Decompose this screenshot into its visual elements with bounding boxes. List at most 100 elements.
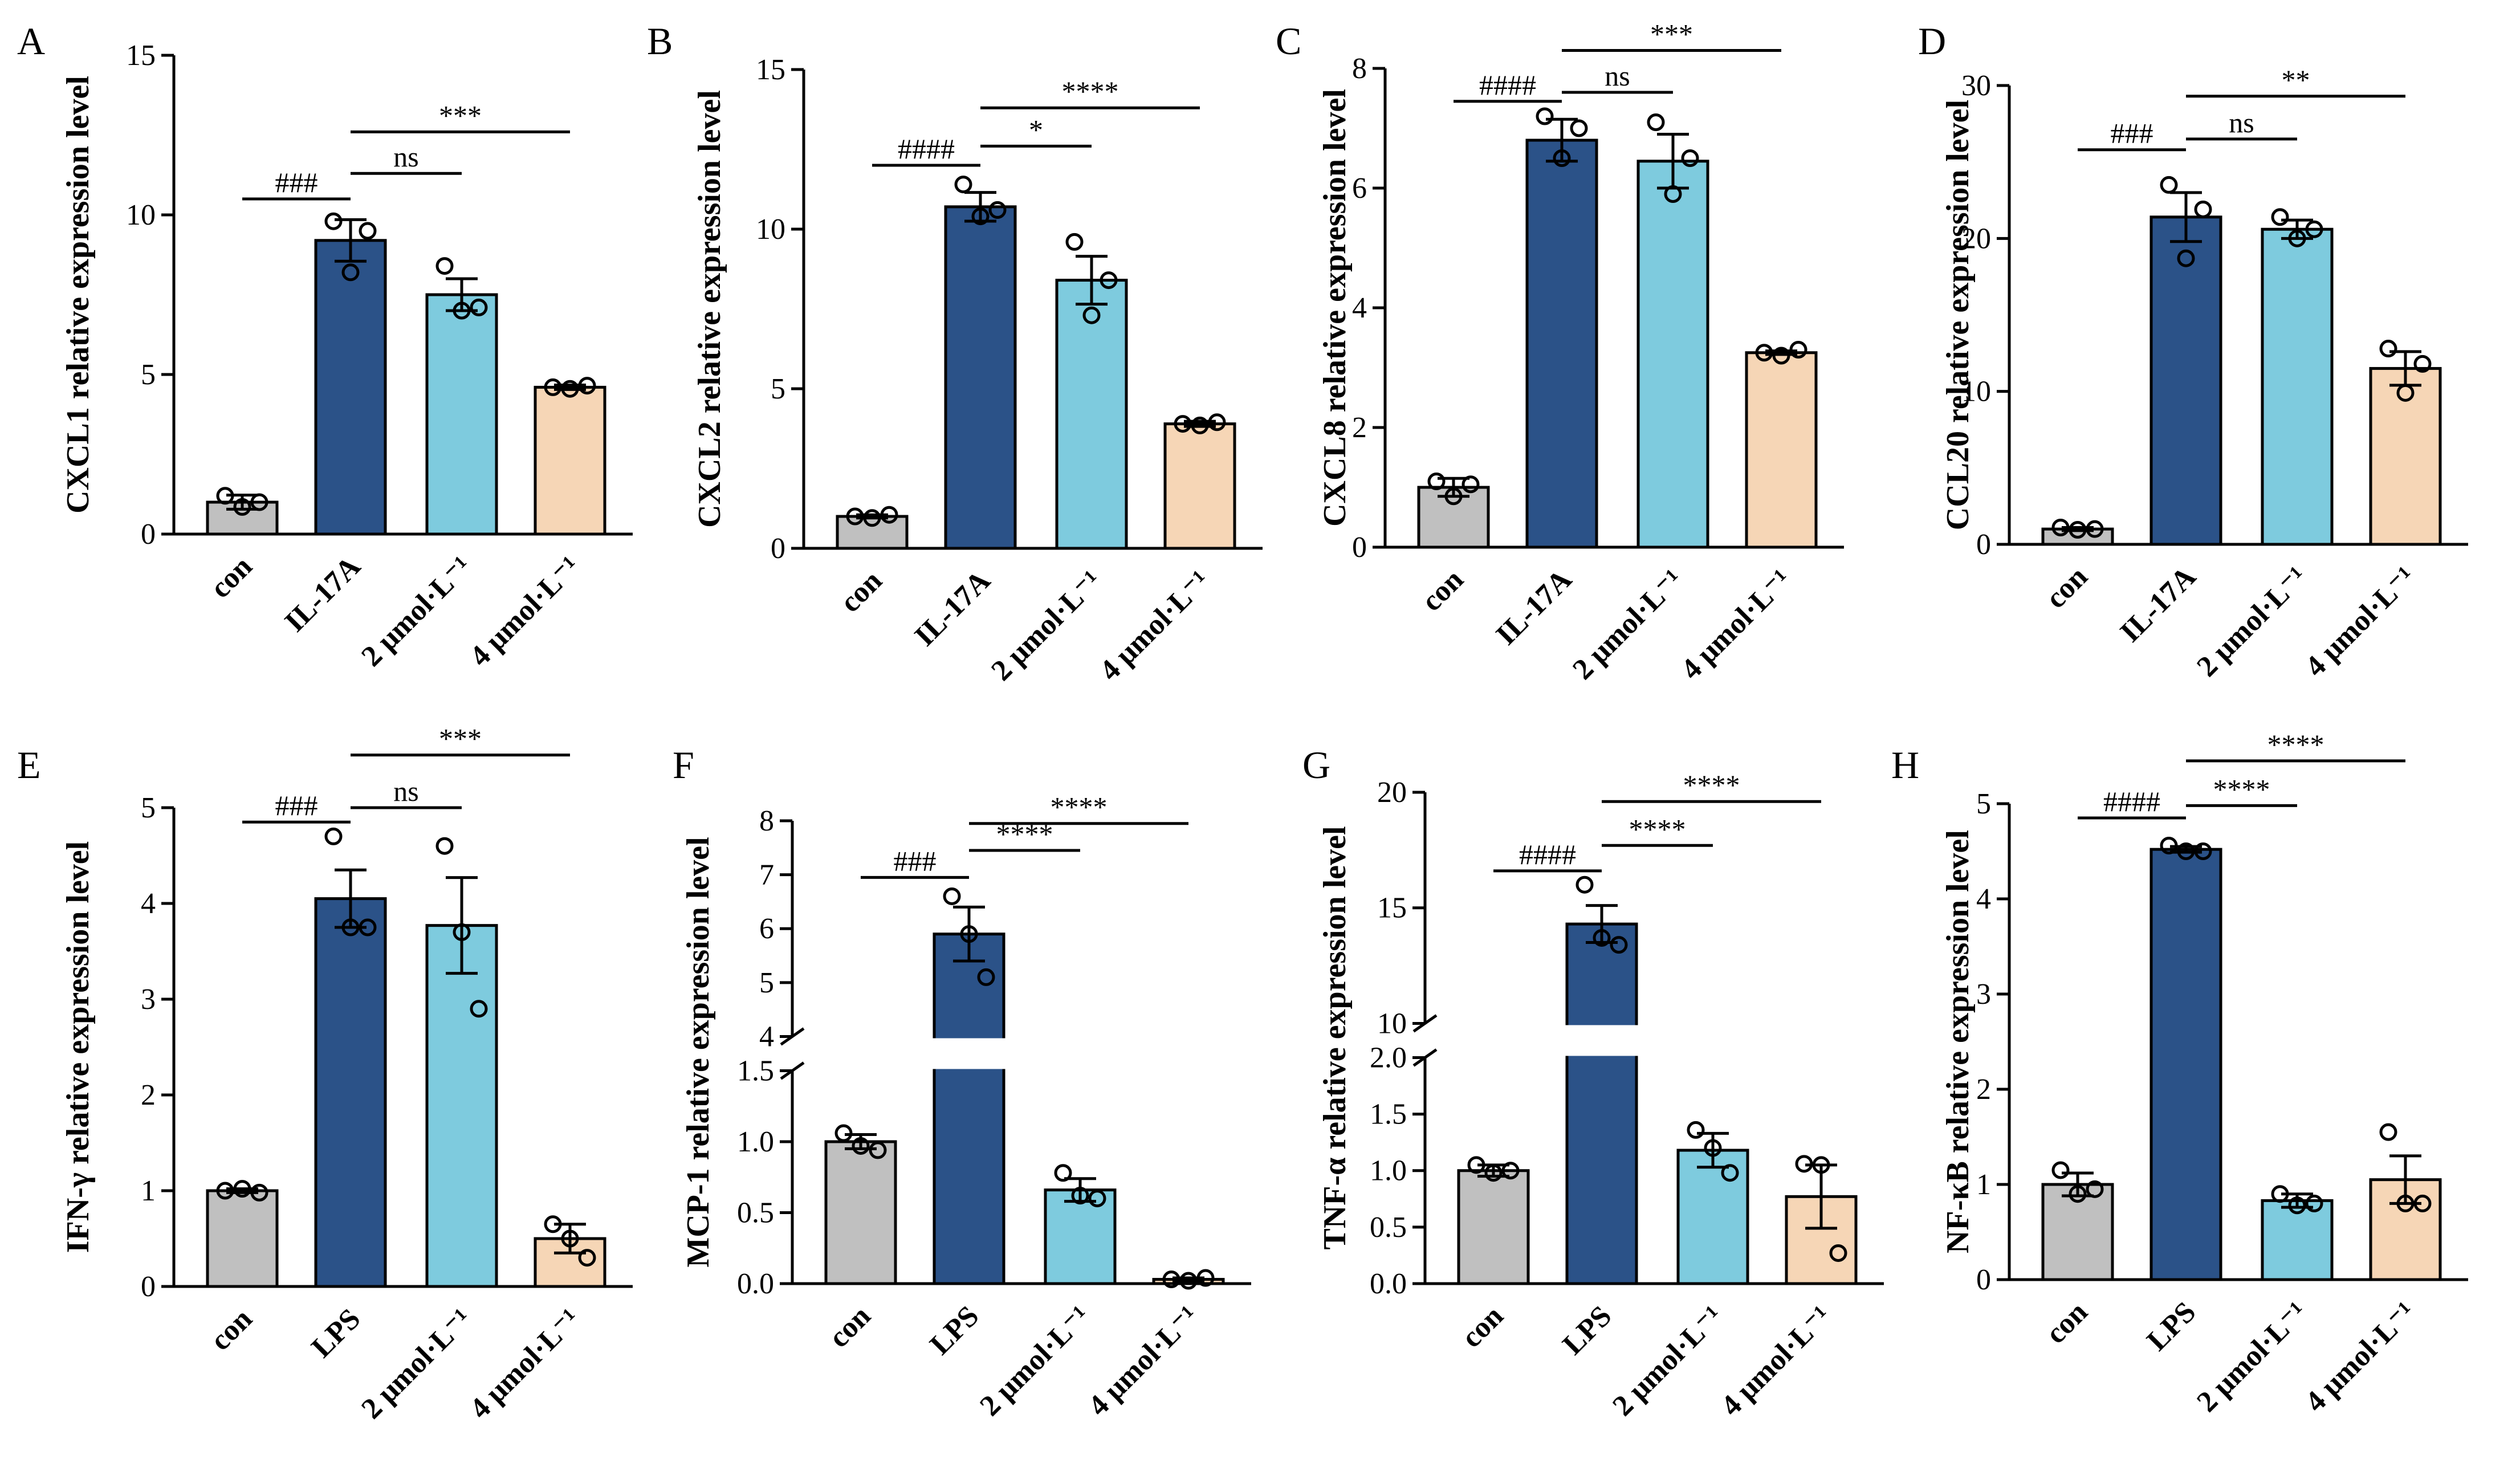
data-point (1065, 233, 1084, 251)
data-point (2396, 1194, 2415, 1212)
y-tick-label: 0.5 (737, 1196, 774, 1229)
bar (1636, 160, 1709, 549)
data-point (561, 1229, 579, 1248)
data-point (1501, 1162, 1520, 1180)
significance-label: ns (393, 775, 418, 807)
x-category-label: IL-17A (279, 550, 367, 638)
panel-letter: D (1918, 19, 1946, 63)
bar (2149, 215, 2222, 546)
panel-letter: E (17, 743, 41, 787)
data-point (341, 263, 360, 282)
data-point (2069, 521, 2087, 539)
data-point (1681, 149, 1699, 167)
y-tick-label: 0 (141, 518, 156, 551)
data-point (2288, 229, 2306, 247)
data-point (2194, 200, 2212, 218)
bar (206, 1189, 279, 1288)
x-category-label: con (2039, 560, 2094, 615)
bar (1044, 1188, 1117, 1285)
y-tick-label: 1.5 (737, 1054, 774, 1087)
data-point (2086, 1180, 2104, 1198)
y-tick-label: 8 (1352, 52, 1367, 85)
y-tick-label: 2 (1352, 412, 1367, 444)
data-point (341, 918, 360, 936)
data-point (453, 923, 471, 941)
y-axis-label: IFN-γ relative expression level (60, 841, 96, 1253)
data-point (1829, 1244, 1847, 1262)
data-point (1570, 119, 1588, 137)
y-tick-label: 10 (756, 213, 785, 246)
data-point (435, 257, 454, 275)
data-point (1467, 1156, 1485, 1174)
significance-label: ### (2111, 117, 2153, 149)
bar-break-gap (1565, 1025, 1639, 1056)
significance-label: ns (393, 141, 418, 173)
y-tick-label: 15 (1377, 892, 1407, 925)
data-point (233, 498, 251, 516)
data-point (1647, 113, 1665, 131)
significance-label: *** (1650, 18, 1693, 50)
chart-panel-F: F 0.0 0.5 1.0 1.54 5 6 7 8 MCP-1 relative express… (673, 743, 1251, 1422)
y-tick-label: 0 (771, 532, 785, 565)
y-tick-label: 5 (141, 792, 156, 824)
chart-panel-H: H 0 1 2 3 4 5NF-κB relative expression level co… (1891, 728, 2468, 1418)
data-point (233, 1180, 251, 1198)
significance-label: #### (1479, 69, 1536, 101)
y-axis-label: CXCL2 relative expression level (692, 90, 727, 528)
data-point (1162, 1271, 1180, 1289)
chart-panel-E: E 0 1 2 3 4 5 IFN-γ relative expression level co… (17, 723, 633, 1425)
data-point (250, 493, 268, 511)
x-category-label: IL-17A (2114, 560, 2203, 649)
data-point (1208, 413, 1226, 431)
data-point (2051, 518, 2070, 536)
data-point (216, 487, 234, 505)
data-point (1664, 185, 1682, 203)
data-point (1484, 1164, 1503, 1182)
data-point (846, 507, 864, 526)
bar (824, 1140, 897, 1285)
significance-label: *** (439, 99, 482, 131)
y-axis-label: TNF-α relative expression level (1317, 826, 1353, 1249)
y-tick-label: 10 (126, 199, 156, 231)
bar (1525, 139, 1598, 549)
data-point (834, 1124, 853, 1142)
panel-letter: A (17, 19, 45, 63)
data-point (578, 377, 596, 395)
significance-label: **** (2213, 773, 2270, 805)
y-tick-label: 8 (759, 805, 774, 837)
y-axis-label: CXCL8 relative expression level (1317, 89, 1353, 527)
y-axis-label: MCP-1 relative expression level (681, 837, 716, 1267)
data-point (880, 506, 898, 524)
x-category-label: IL-17A (909, 564, 997, 653)
data-point (2305, 1194, 2323, 1212)
y-tick-label: 1.0 (1370, 1155, 1407, 1187)
data-point (1721, 1164, 1739, 1182)
data-point (1461, 475, 1480, 494)
significance-label: ### (275, 166, 318, 198)
x-category-label: 2 μmol·L⁻¹ (1606, 1300, 1729, 1422)
significance-label: **** (1051, 791, 1108, 823)
y-tick-label: 1 (141, 1175, 156, 1207)
x-category-label: 4 μmol·L⁻¹ (2299, 1296, 2421, 1418)
y-tick-label: 0.5 (1370, 1211, 1407, 1244)
y-tick-label: 1 (1976, 1168, 1991, 1201)
y-tick-label: 4 (1976, 883, 1991, 915)
significance-label: ### (894, 845, 937, 877)
x-category-label: 2 μmol·L⁻¹ (1566, 563, 1689, 686)
significance-label: #### (2103, 785, 2160, 817)
data-point (1536, 107, 1554, 125)
bar (1457, 1169, 1530, 1285)
bar (534, 385, 606, 536)
significance-label: *** (439, 723, 482, 755)
x-category-label: 4 μmol·L⁻¹ (2299, 560, 2421, 683)
significance-label: * (1029, 113, 1043, 145)
y-tick-label: 4 (1352, 292, 1367, 324)
y-tick-label: 6 (759, 913, 774, 945)
data-point (1575, 876, 1594, 894)
y-axis-label: CXCL1 relative expression level (60, 76, 96, 514)
x-category-label: con (834, 564, 889, 619)
significance-label: #### (898, 133, 955, 165)
significance-label: **** (1683, 769, 1740, 801)
data-point (1100, 271, 1118, 290)
x-category-label: 4 μmol·L⁻¹ (1082, 1300, 1204, 1422)
